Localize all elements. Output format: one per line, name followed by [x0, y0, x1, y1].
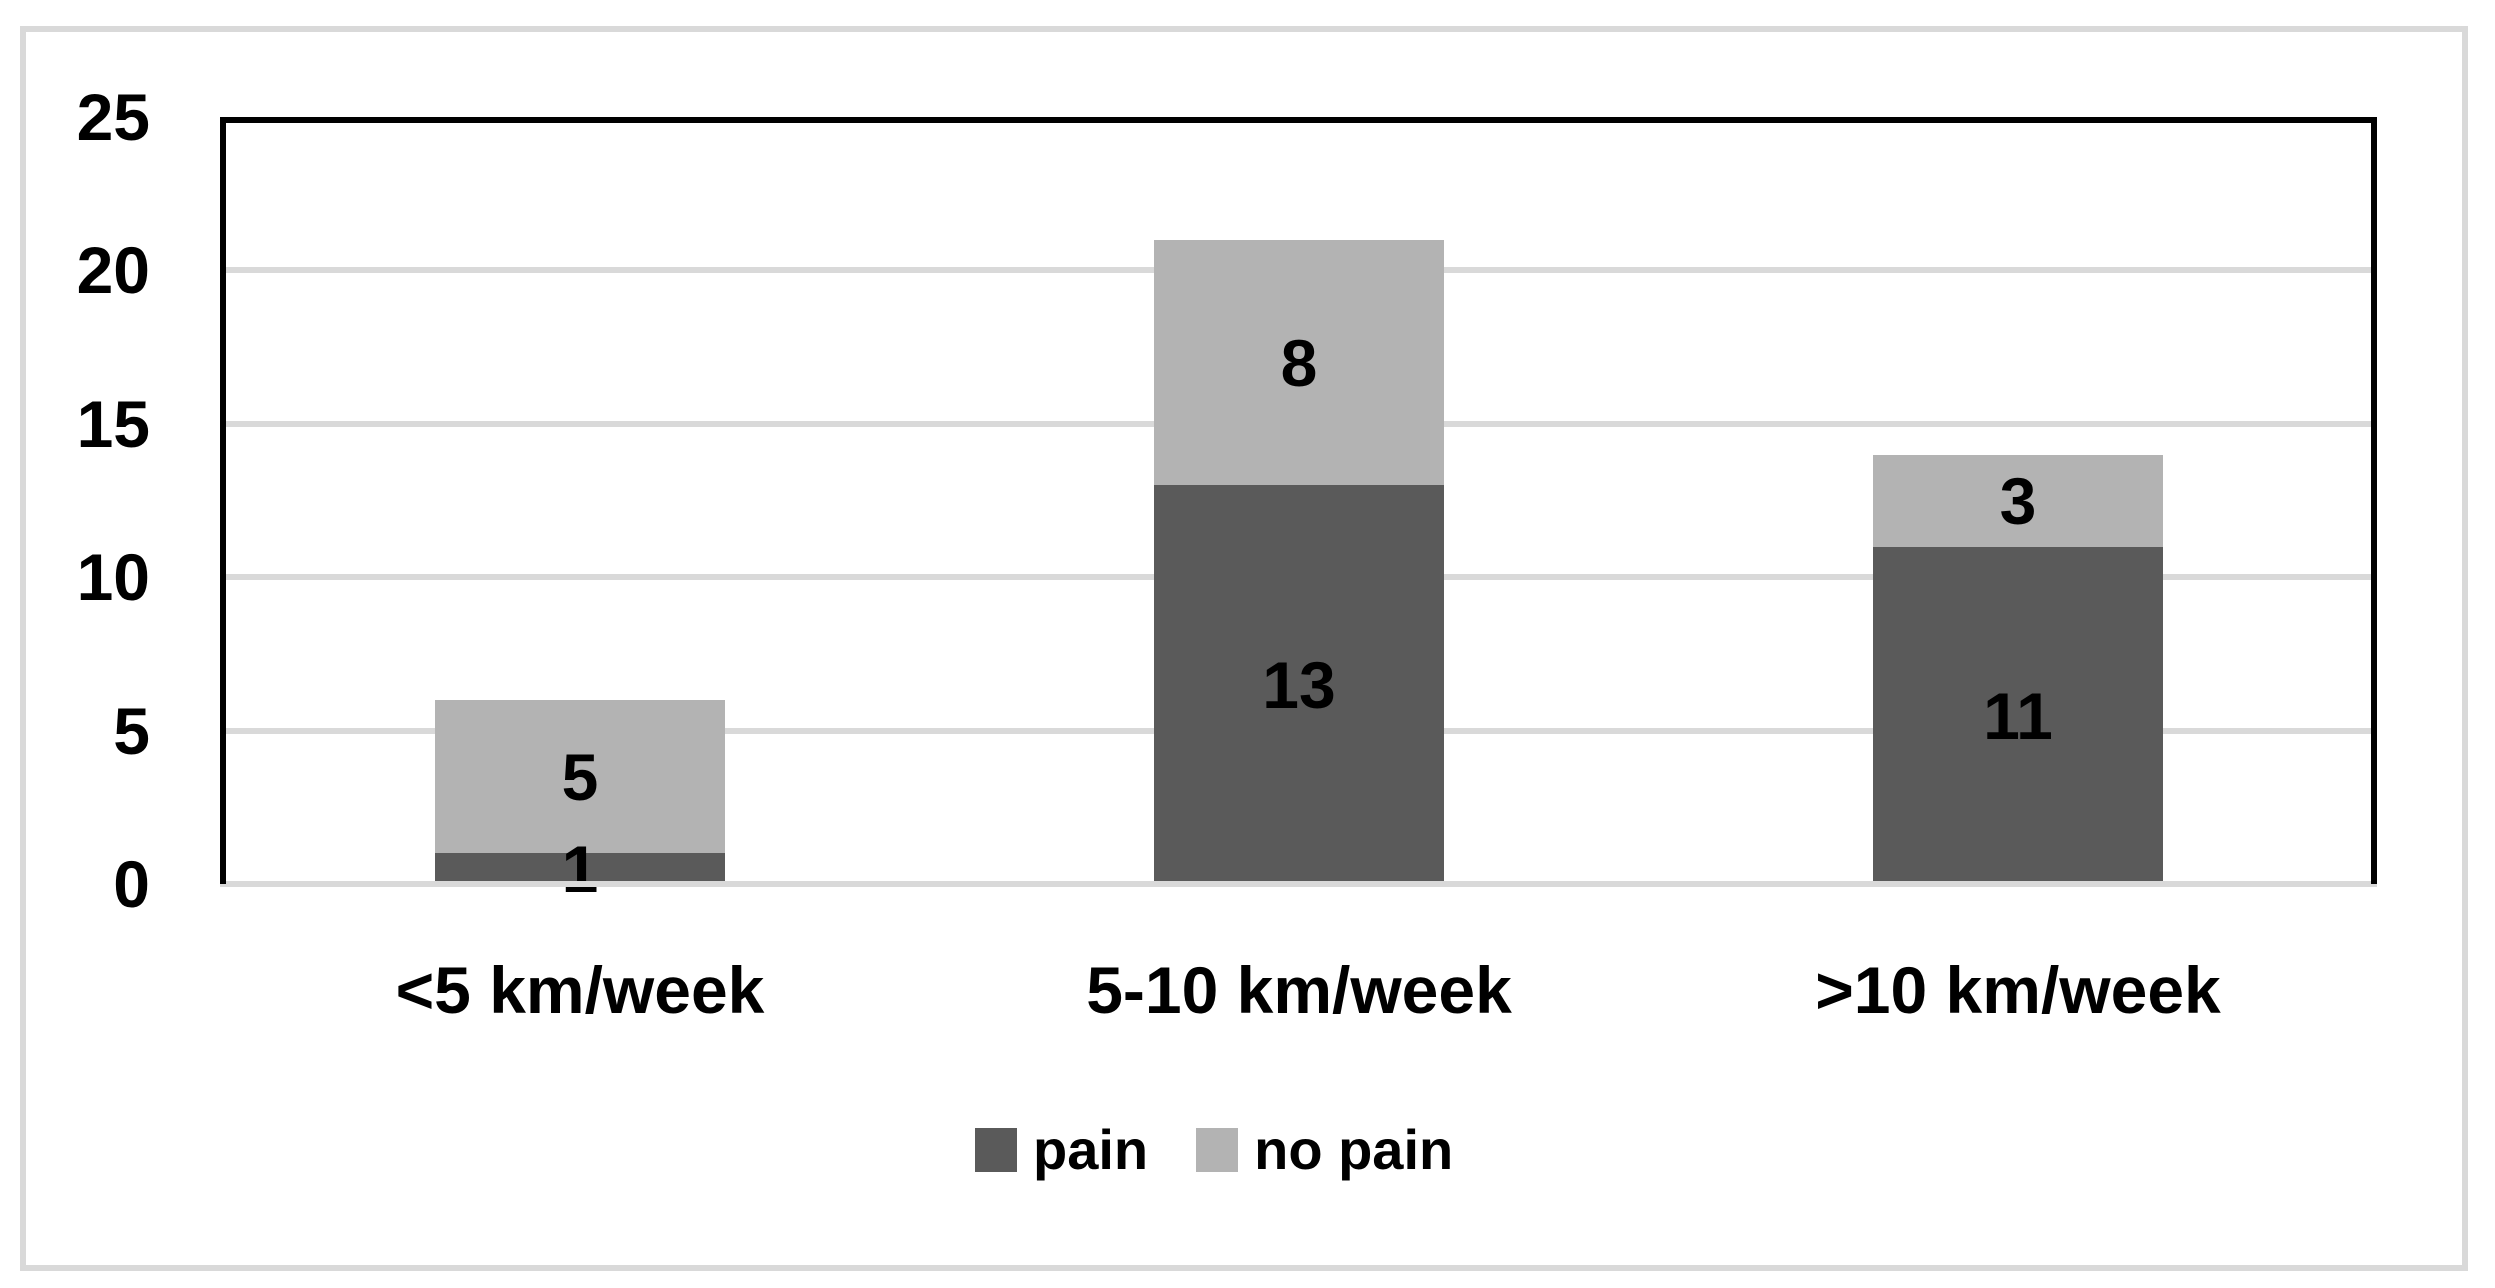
y-tick-label: 25 — [76, 80, 150, 154]
bar-segment-no-pain: 5 — [435, 700, 725, 853]
y-tick-label: 10 — [76, 540, 150, 615]
bar-3: 3 11 — [1873, 455, 2163, 884]
x-category-label: >10 km/week — [1815, 953, 2221, 1027]
plot-right-border — [2371, 117, 2377, 884]
plot-area: 5 1 8 13 3 11 — [220, 117, 2377, 902]
y-tick-label: 15 — [76, 386, 150, 461]
bar-segment-no-pain: 8 — [1154, 240, 1444, 485]
bar-segment-pain: 13 — [1154, 485, 1444, 884]
bar-segment-no-pain: 3 — [1873, 455, 2163, 547]
x-category-label: 5-10 km/week — [1086, 953, 1512, 1027]
bar-segment-pain: 1 — [435, 836, 725, 902]
x-axis-baseline — [220, 881, 2377, 887]
legend: pain no pain — [975, 1122, 1453, 1178]
legend-label: pain — [1033, 1118, 1149, 1181]
legend-item-pain: pain — [975, 1122, 1148, 1178]
bar-segment-pain: 11 — [1873, 547, 2163, 884]
y-tick-label: 5 — [113, 693, 150, 768]
legend-label: no pain — [1254, 1118, 1454, 1181]
bar-value-label: 1 — [561, 831, 599, 906]
legend-swatch-icon — [975, 1128, 1017, 1172]
bar-value-label: 8 — [1280, 325, 1318, 400]
y-tick-label: 0 — [113, 847, 150, 921]
legend-item-no-pain: no pain — [1196, 1122, 1453, 1178]
bar-value-label: 5 — [561, 739, 599, 814]
y-axis-line — [220, 117, 226, 884]
bar-value-label: 13 — [1262, 647, 1336, 722]
bar-value-label: 3 — [1999, 464, 2037, 538]
y-tick-label: 20 — [76, 233, 150, 308]
plot-top-border — [220, 117, 2377, 123]
bar-2: 8 13 — [1154, 240, 1444, 884]
x-category-label: <5 km/week — [395, 953, 765, 1027]
bar-value-label: 11 — [1983, 678, 2053, 753]
legend-swatch-icon — [1196, 1128, 1239, 1172]
